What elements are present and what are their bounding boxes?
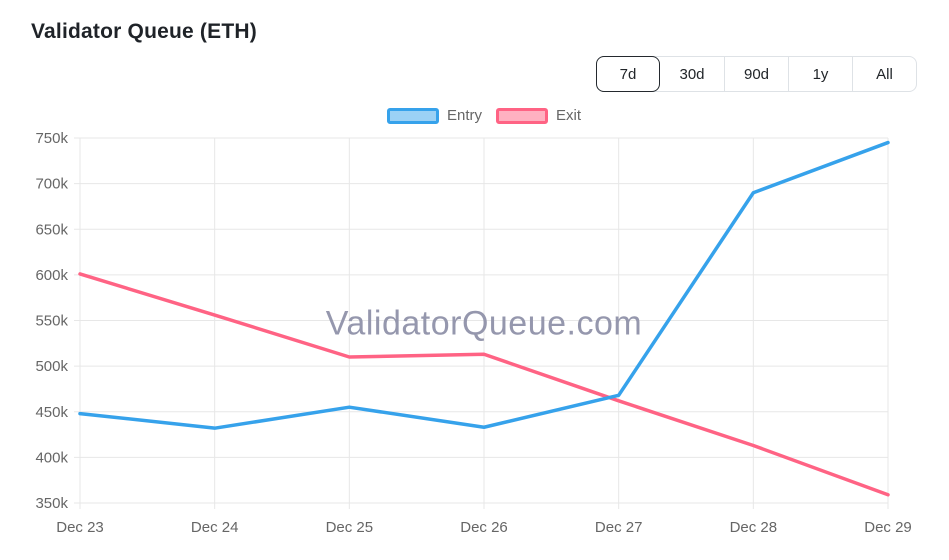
exit-legend-swatch bbox=[496, 107, 548, 124]
range-button-7d[interactable]: 7d bbox=[596, 56, 660, 92]
range-button-30d[interactable]: 30d bbox=[660, 57, 724, 91]
entry-line[interactable] bbox=[78, 140, 890, 430]
legend-item-exit[interactable]: Exit bbox=[496, 107, 581, 124]
exit-legend-label: Exit bbox=[556, 107, 582, 124]
x-tick-label: Dec 24 bbox=[191, 519, 239, 536]
y-tick-label: 650k bbox=[35, 221, 68, 238]
y-tick-label: 700k bbox=[35, 176, 68, 193]
y-tick-label: 550k bbox=[35, 313, 68, 330]
x-tick-label: Dec 26 bbox=[460, 519, 508, 536]
range-button-90d[interactable]: 90d bbox=[724, 57, 788, 91]
y-tick-label: 750k bbox=[35, 130, 68, 147]
x-tick-label: Dec 28 bbox=[730, 519, 778, 536]
range-button-1y[interactable]: 1y bbox=[788, 57, 852, 91]
y-tick-label: 500k bbox=[35, 358, 68, 375]
watermark-text: ValidatorQueue.com bbox=[326, 305, 642, 343]
entry-legend-swatch bbox=[386, 107, 439, 124]
x-tick-label: Dec 29 bbox=[864, 519, 912, 536]
entry-legend-label: Entry bbox=[446, 107, 482, 124]
y-tick-label: 600k bbox=[35, 267, 68, 284]
chart-legend: Entry Exit bbox=[80, 107, 888, 124]
legend-item-entry[interactable]: Entry bbox=[386, 107, 482, 124]
y-tick-label: 450k bbox=[35, 404, 68, 421]
x-tick-label: Dec 27 bbox=[595, 519, 643, 536]
exit-line[interactable] bbox=[78, 272, 890, 497]
range-button-all[interactable]: All bbox=[852, 57, 916, 91]
x-tick-label: Dec 25 bbox=[326, 519, 374, 536]
y-tick-label: 350k bbox=[35, 495, 68, 512]
time-range-selector: 7d 30d 90d 1y All bbox=[596, 56, 917, 92]
x-tick-label: Dec 23 bbox=[56, 519, 104, 536]
y-tick-label: 400k bbox=[35, 449, 68, 466]
page-title: Validator Queue (ETH) bbox=[31, 20, 257, 43]
